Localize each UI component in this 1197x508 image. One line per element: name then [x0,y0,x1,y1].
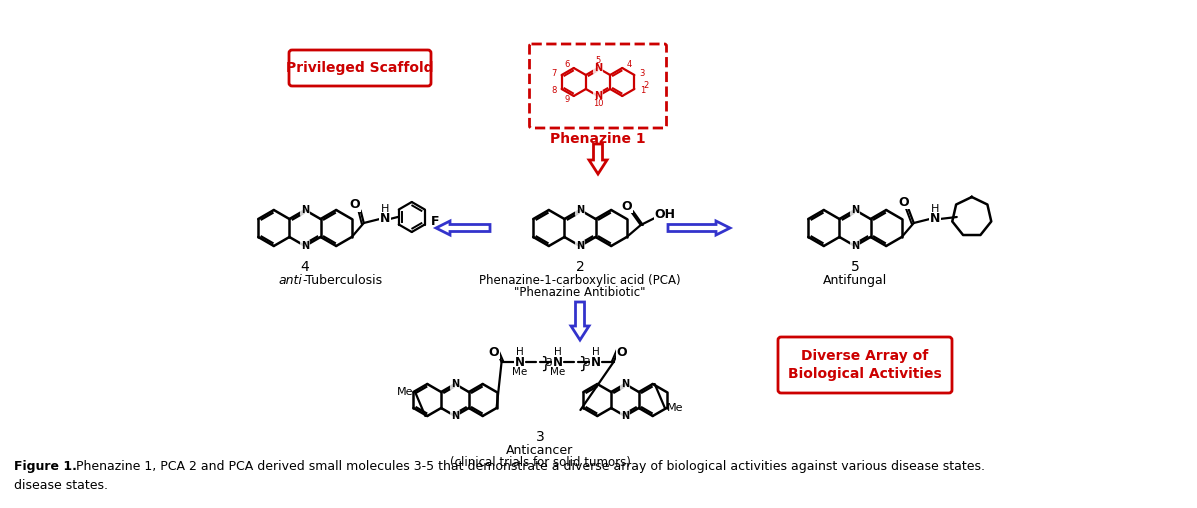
Text: N: N [553,356,563,368]
Text: N: N [379,211,390,225]
Text: N: N [451,411,460,421]
Text: 7: 7 [551,69,557,78]
Text: N: N [576,205,584,215]
Text: 3: 3 [535,430,545,444]
Text: 6: 6 [564,59,570,69]
FancyBboxPatch shape [288,50,431,86]
Text: N: N [576,241,584,251]
Text: 4: 4 [300,260,309,274]
Text: N: N [594,91,602,101]
Text: Me: Me [397,387,413,397]
Text: H: H [554,347,561,357]
Text: }: } [578,356,588,371]
Text: 4: 4 [626,59,632,69]
Text: }: } [540,356,549,371]
Text: disease states.: disease states. [14,479,109,492]
Text: H: H [930,204,938,214]
Text: 1: 1 [639,86,645,95]
Text: O: O [621,200,632,212]
Text: N: N [300,241,309,251]
Text: 5: 5 [595,55,601,65]
Text: H: H [591,347,600,357]
Text: 2: 2 [643,81,649,90]
Text: Anticancer: Anticancer [506,444,573,457]
Text: O: O [488,345,499,359]
Text: N: N [594,63,602,73]
Text: anti: anti [278,274,302,287]
Text: Biological Activities: Biological Activities [788,367,942,381]
Text: N: N [515,356,524,368]
Text: N: N [851,241,859,251]
Text: H: H [381,204,389,214]
Text: N: N [930,211,940,225]
Text: 3: 3 [546,358,552,368]
Text: 8: 8 [551,86,557,95]
Text: N: N [621,379,630,389]
Text: O: O [616,345,627,359]
Text: Figure 1.: Figure 1. [14,460,78,473]
Text: H: H [516,347,523,357]
Text: Phenazine 1, PCA 2 and PCA derived small molecules 3-5 that demonstrate a divers: Phenazine 1, PCA 2 and PCA derived small… [72,460,985,473]
Text: N: N [621,411,630,421]
Text: (clinical trials for solid tumors): (clinical trials for solid tumors) [450,456,631,469]
Polygon shape [571,302,589,340]
Text: Me: Me [667,403,683,413]
Text: -Tuberculosis: -Tuberculosis [302,274,382,287]
Text: O: O [899,196,909,208]
Text: N: N [590,356,601,368]
Text: Privileged Scaffold: Privileged Scaffold [286,61,433,75]
Text: "Phenazine Antibiotic": "Phenazine Antibiotic" [515,286,645,299]
Text: Phenazine 1: Phenazine 1 [551,132,646,146]
Text: 10: 10 [593,100,603,109]
Text: Diverse Array of: Diverse Array of [801,349,929,363]
Text: Me: Me [549,367,565,377]
Text: Phenazine-1-carboxylic acid (PCA): Phenazine-1-carboxylic acid (PCA) [479,274,681,287]
Text: N: N [451,379,460,389]
Text: N: N [851,205,859,215]
Text: 9: 9 [564,96,570,105]
FancyBboxPatch shape [778,337,952,393]
Text: Me: Me [512,367,527,377]
Text: 3: 3 [584,358,590,368]
Text: 5: 5 [851,260,859,274]
Polygon shape [436,221,490,235]
Text: N: N [300,205,309,215]
Text: OH: OH [655,208,675,221]
Text: Antifungal: Antifungal [822,274,887,287]
Text: F: F [431,215,439,228]
Polygon shape [589,144,607,174]
Polygon shape [668,221,730,235]
Text: 3: 3 [639,69,645,78]
Text: O: O [350,199,360,211]
Text: 2: 2 [576,260,584,274]
